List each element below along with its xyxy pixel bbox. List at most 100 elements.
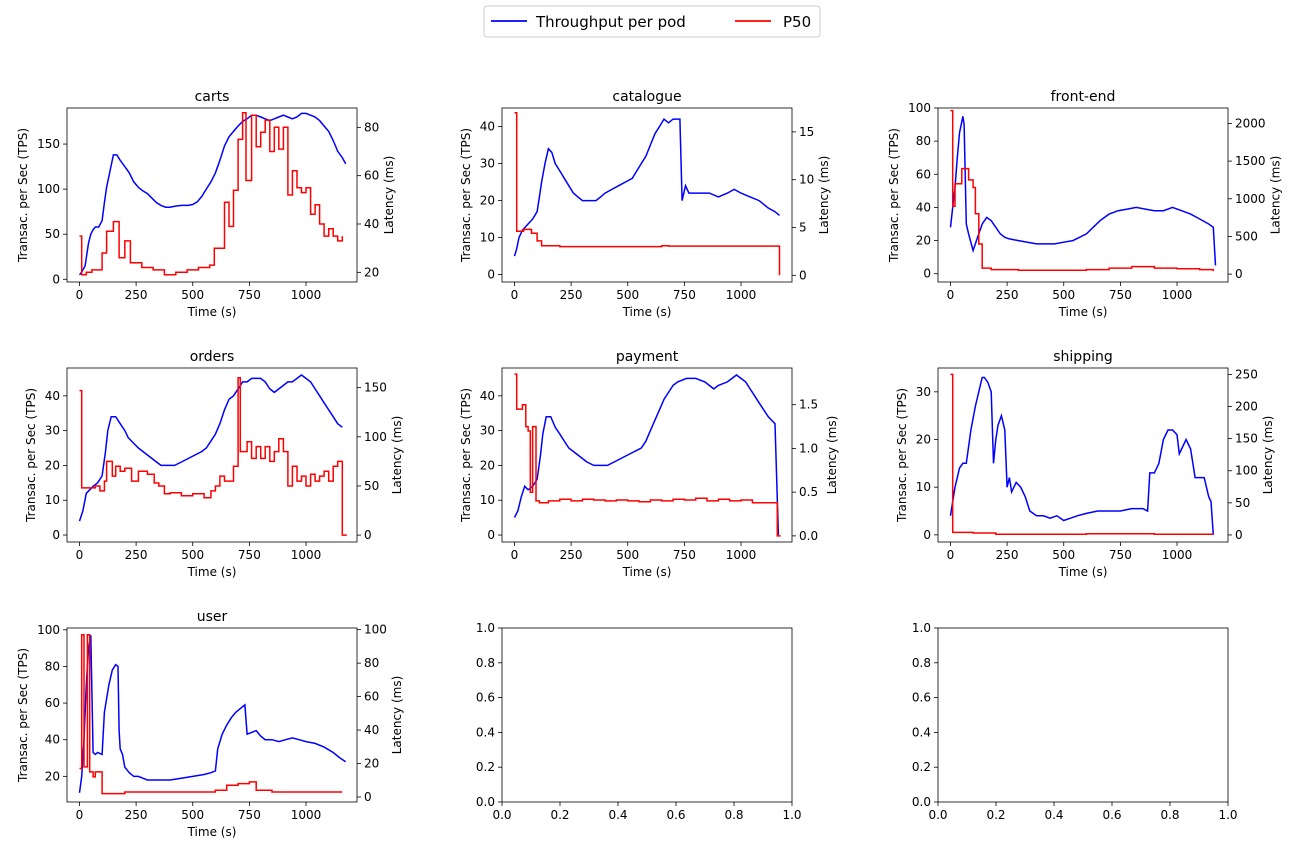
y-tick-label: 100 [908,101,931,115]
subplot-catalogue: 0 250 500 750 1000 0 10 20 30 40 0 5 10 15 Latency (ms… [459,89,831,319]
x-tick-label: 250 [125,548,148,562]
y-tick-label: 20 [480,194,495,208]
legend-label-throughput: Throughput per pod [535,13,686,31]
x-tick-label: 750 [673,288,696,302]
y2-tick-label: 50 [364,479,379,493]
y-tick-label: 20 [45,769,60,783]
x-tick-label: 250 [560,288,583,302]
x-axis-label: Time (s) [622,565,672,579]
axes-frame [66,107,358,283]
y-tick-label: 0.2 [476,760,495,774]
x-tick-label: 500 [181,808,204,822]
legend-label-p50: P50 [783,13,811,31]
axes-frame [937,107,1229,283]
subplot-carts: 0 250 500 750 1000 0 50 100 150 20 40 60 80 Latency (… [16,89,396,319]
x-tick-label: 500 [1052,548,1075,562]
y-tick-label: 40 [45,389,60,403]
y2-axis-label: Latency (ms) [817,156,831,235]
series-p50-user [79,633,343,795]
x-tick-label: 1000 [726,288,757,302]
x-tick-label: 750 [1109,548,1132,562]
x-tick-label: 0 [76,808,84,822]
x-axis-label: Time (s) [1058,305,1108,319]
series-throughput-carts [78,112,347,276]
series-throughput-front-end [949,116,1217,266]
series-p50-carts [79,112,344,276]
y2-axis-label: Latency (ms) [390,676,404,755]
y-tick-label: 40 [45,733,60,747]
x-axis-label: Time (s) [1058,565,1108,579]
y-axis-label: Transac. per Sec (TPS) [24,388,38,523]
x-tick-label: 1000 [1162,548,1193,562]
x-tick-label: 1.0 [1218,808,1237,822]
y-tick-label: 20 [480,458,495,472]
y-tick-label: 1.0 [476,621,495,635]
series-p50-front-end [950,109,1215,272]
x-tick-label: 1000 [1162,288,1193,302]
y2-tick-label: 150 [364,381,387,395]
subplot-front-end: 0 250 500 750 100002040608010005001000150020… [887,89,1282,319]
y2-tick-label: 500 [1235,229,1258,243]
series-throughput-shipping [949,376,1215,535]
y2-tick-label: 10 [799,173,814,187]
y2-axis-label: Latency (ms) [382,156,396,235]
y-tick-label: 10 [480,493,495,507]
series-p50-orders [79,377,347,536]
x-tick-label: 500 [616,288,639,302]
x-tick-label: 1000 [291,548,322,562]
x-axis-label: Time (s) [187,565,237,579]
y-tick-label: 0 [923,528,931,542]
y-tick-label: 0 [487,268,495,282]
subplot-title: catalogue [612,89,681,105]
x-axis-label: Time (s) [187,305,237,319]
y-tick-label: 100 [37,623,60,637]
y-tick-label: 0.2 [912,760,931,774]
x-tick-label: 500 [616,548,639,562]
y-tick-label: 0.4 [912,725,931,739]
y2-tick-label: 100 [364,430,387,444]
y-tick-label: 0.4 [476,725,495,739]
series-p50-payment [514,373,781,537]
y2-tick-label: 20 [364,265,379,279]
series-throughput-orders [78,374,343,522]
y-axis-label: Transac. per Sec (TPS) [459,128,473,263]
x-tick-label: 0 [947,548,955,562]
x-tick-label: 750 [1109,288,1132,302]
x-tick-label: 0.0 [928,808,947,822]
y2-tick-label: 0.0 [799,529,818,543]
y-axis-label: Transac. per Sec (TPS) [16,128,30,263]
x-tick-label: 0.0 [492,808,511,822]
series-throughput-user [78,635,347,793]
y-tick-label: 10 [480,231,495,245]
y2-tick-label: 0 [799,268,807,282]
x-tick-label: 1000 [291,808,322,822]
x-tick-label: 0 [76,288,84,302]
subplot-orders: 0 250 500 750 1000 0 10 20 30 40 0 50 100 150 Latency … [24,349,404,579]
x-tick-label: 0.2 [550,808,569,822]
y2-tick-label: 0 [1235,267,1243,281]
y-tick-label: 30 [480,157,495,171]
series-throughput-payment [513,374,780,536]
y-tick-label: 0 [52,528,60,542]
y2-tick-label: 1000 [1235,192,1266,206]
y2-tick-label: 50 [1235,496,1250,510]
y2-tick-label: 0 [1235,528,1243,542]
y-tick-label: 30 [916,385,931,399]
y-tick-label: 0.8 [912,656,931,670]
x-tick-label: 750 [238,808,261,822]
subplot-title: payment [616,349,679,365]
y2-tick-label: 60 [364,690,379,704]
x-tick-label: 500 [1052,288,1075,302]
y2-tick-label: 0.5 [799,485,818,499]
y2-tick-label: 250 [1235,367,1258,381]
y-tick-label: 0 [52,272,60,286]
axes-frame [937,627,1229,803]
y-tick-label: 20 [916,234,931,248]
y-tick-label: 30 [480,424,495,438]
axes-frame [66,367,358,543]
x-tick-label: 0.8 [724,808,743,822]
y2-tick-label: 1.0 [799,441,818,455]
y2-tick-label: 40 [364,723,379,737]
y-tick-label: 80 [916,134,931,148]
